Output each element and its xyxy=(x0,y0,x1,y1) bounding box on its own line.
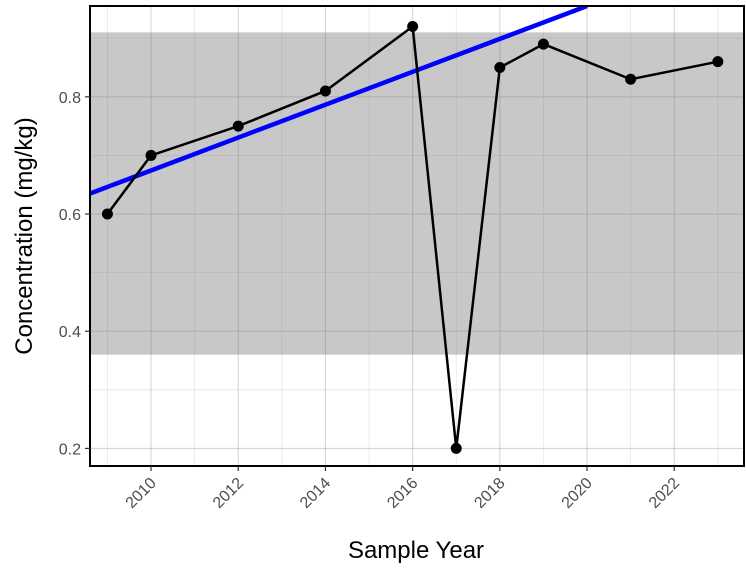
data-point xyxy=(101,208,113,220)
x-tick-label: 2018 xyxy=(471,475,508,512)
grid-layer xyxy=(90,6,744,466)
data-point xyxy=(537,38,549,50)
y-axis-title: Concentration (mg/kg) xyxy=(11,117,38,354)
plot-panel-border xyxy=(89,5,745,467)
y-tick-label: 0.2 xyxy=(59,441,81,458)
data-point xyxy=(232,120,244,132)
trend-line xyxy=(90,6,588,196)
x-tick-label: 2022 xyxy=(646,475,683,512)
x-tick-label: 2010 xyxy=(123,475,160,512)
shaded-band xyxy=(90,32,744,355)
data-point xyxy=(319,85,331,97)
y-tick-label: 0.8 xyxy=(59,90,81,107)
x-tick-label: 2014 xyxy=(297,475,334,512)
trend-line-layer xyxy=(90,6,588,196)
x-axis-title: Sample Year xyxy=(348,537,484,564)
data-point xyxy=(712,56,724,68)
series-layer xyxy=(101,21,724,454)
x-tick-label: 2020 xyxy=(559,475,596,512)
data-point xyxy=(450,442,462,454)
x-tick-label: 2016 xyxy=(384,475,421,512)
y-tick-label: 0.6 xyxy=(59,207,81,224)
y-tick-label: 0.4 xyxy=(59,324,81,341)
data-point xyxy=(625,73,637,85)
shaded-band-layer xyxy=(90,32,744,355)
data-point xyxy=(145,149,157,161)
data-point xyxy=(407,21,419,33)
series-line xyxy=(106,25,719,450)
x-tick-label: 2012 xyxy=(210,475,247,512)
data-point xyxy=(494,62,506,74)
